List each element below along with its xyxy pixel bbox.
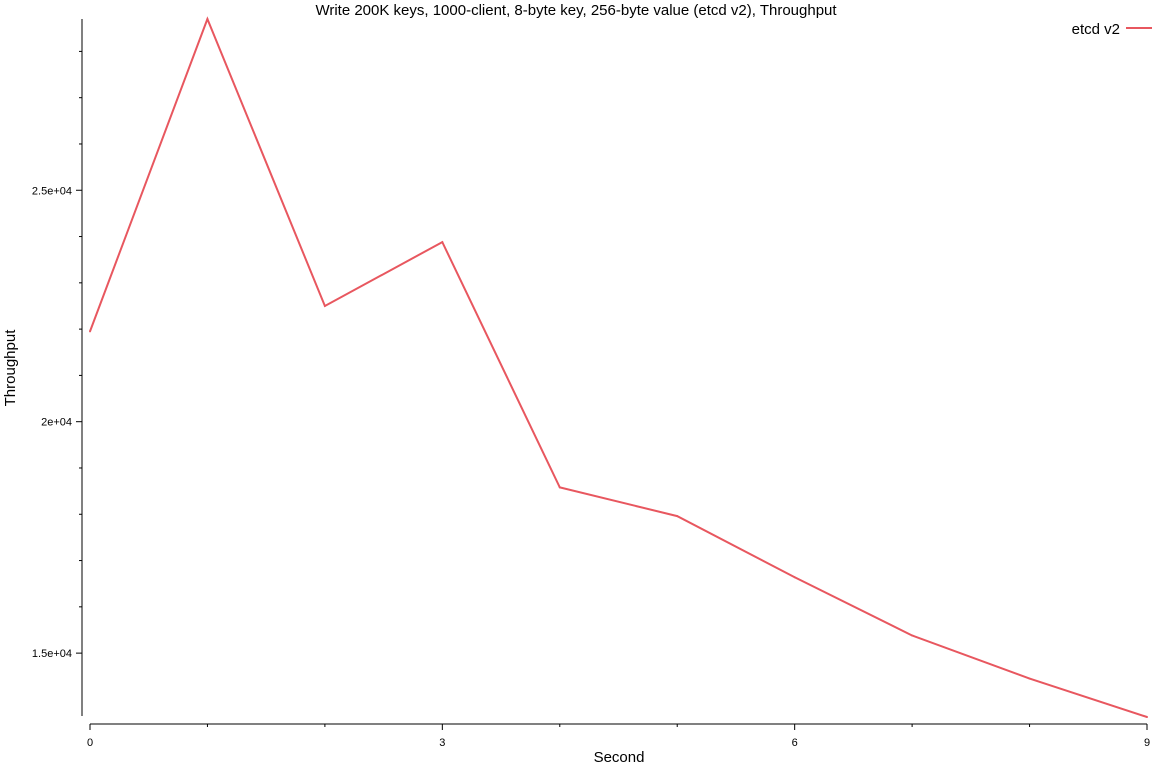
data-point bbox=[911, 634, 914, 637]
x-tick-label: 6 bbox=[792, 737, 798, 749]
data-point bbox=[793, 576, 796, 579]
data-point bbox=[89, 330, 91, 333]
legend-label-etcd-v2: etcd v2 bbox=[1072, 21, 1120, 38]
chart-title: Write 200K keys, 1000-client, 8-byte key… bbox=[315, 2, 837, 19]
series-line-etcd-v2 bbox=[89, 16, 1148, 718]
legend: etcd v2 bbox=[1072, 21, 1152, 38]
y-axis-ticks: 1.5e+04 2e+04 2.5e+04 bbox=[32, 50, 82, 660]
data-point bbox=[441, 241, 444, 244]
data-point bbox=[1146, 716, 1148, 718]
data-point bbox=[206, 18, 209, 20]
y-axis-title: Throughput bbox=[2, 329, 19, 407]
data-point bbox=[558, 486, 561, 489]
data-point bbox=[1028, 677, 1031, 680]
y-tick-label: 1.5e+04 bbox=[32, 648, 72, 660]
x-tick-label: 9 bbox=[1144, 737, 1150, 749]
y-tick-label: 2e+04 bbox=[41, 417, 72, 429]
x-axis-title: Second bbox=[594, 749, 645, 766]
data-point bbox=[676, 515, 679, 518]
x-axis-ticks: 0 3 6 9 bbox=[87, 724, 1150, 749]
data-point bbox=[323, 304, 326, 307]
x-tick-label: 3 bbox=[439, 737, 445, 749]
y-tick-label: 2.5e+04 bbox=[32, 185, 72, 197]
series-layer bbox=[89, 16, 1148, 718]
x-tick-label: 0 bbox=[87, 737, 93, 749]
